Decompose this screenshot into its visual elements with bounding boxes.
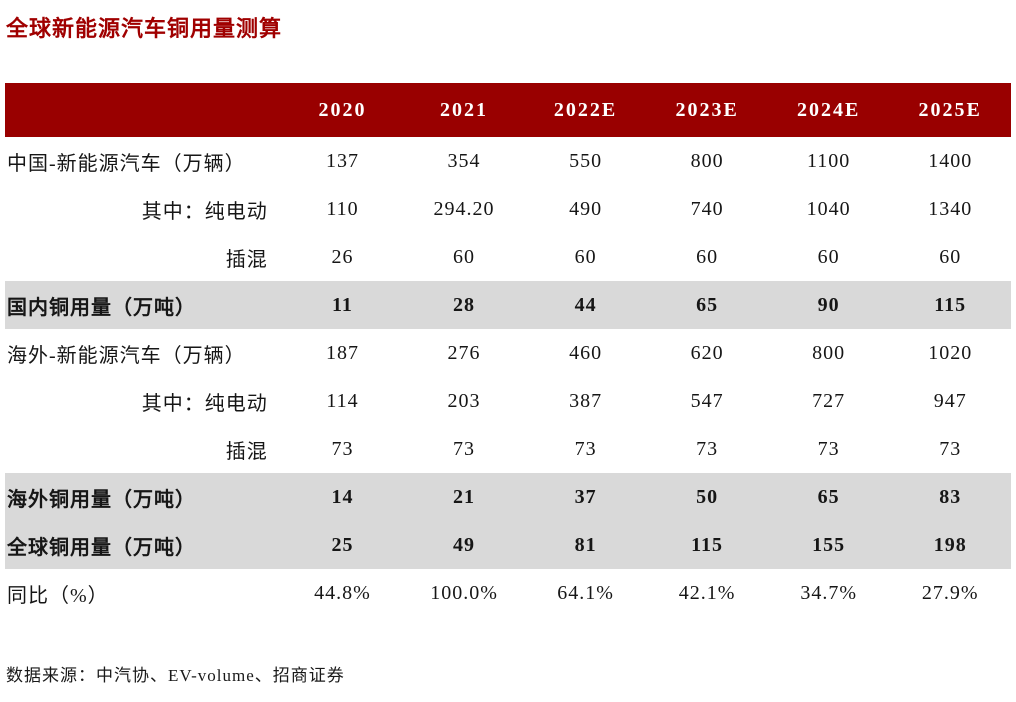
- value-cell: 44: [524, 281, 647, 330]
- table-header-row: 2020 2021 2022E 2023E 2024E 2025E: [5, 83, 1011, 138]
- value-cell: 800: [646, 137, 768, 186]
- table-row: 海外铜用量（万吨） 14 21 37 50 65 83: [5, 473, 1011, 522]
- value-cell: 60: [646, 233, 768, 282]
- value-cell: 14: [281, 473, 404, 522]
- value-cell: 73: [281, 425, 404, 474]
- header-year-cell: 2021: [403, 83, 525, 138]
- row-label: 插混: [5, 425, 282, 474]
- value-cell: 25: [281, 521, 404, 570]
- value-cell: 65: [646, 281, 768, 330]
- value-cell: 947: [889, 377, 1011, 426]
- value-cell: 198: [889, 521, 1011, 570]
- table-row: 其中：纯电动 114 203 387 547 727 947: [5, 377, 1011, 426]
- value-cell: 28: [403, 281, 525, 330]
- value-cell: 90: [767, 281, 890, 330]
- row-label: 海外-新能源汽车（万辆）: [5, 329, 282, 378]
- value-cell: 60: [524, 233, 647, 282]
- value-cell: 294.20: [403, 185, 525, 234]
- value-cell: 44.8%: [281, 569, 404, 618]
- value-cell: 490: [524, 185, 647, 234]
- value-cell: 137: [281, 137, 404, 186]
- report-page: 全球新能源汽车铜用量测算 2020 2021 2022E 2023E 2024E 2025…: [5, 16, 1011, 686]
- row-label: 全球铜用量（万吨）: [5, 521, 282, 570]
- table-header: 2020 2021 2022E 2023E 2024E 2025E: [5, 83, 1011, 138]
- value-cell: 1100: [767, 137, 890, 186]
- value-cell: 547: [646, 377, 768, 426]
- value-cell: 50: [646, 473, 768, 522]
- header-year-cell: 2023E: [646, 83, 768, 138]
- value-cell: 110: [281, 185, 404, 234]
- value-cell: 73: [767, 425, 890, 474]
- table-row: 同比（%） 44.8% 100.0% 64.1% 42.1% 34.7% 27.9%: [5, 569, 1011, 618]
- table-row: 中国-新能源汽车（万辆） 137 354 550 800 1100 1400: [5, 137, 1011, 186]
- value-cell: 1340: [889, 185, 1011, 234]
- page-title: 全球新能源汽车铜用量测算: [6, 16, 283, 41]
- table-row: 全球铜用量（万吨） 25 49 81 115 155 198: [5, 521, 1011, 570]
- value-cell: 73: [889, 425, 1011, 474]
- table-row: 海外-新能源汽车（万辆） 187 276 460 620 800 1020: [5, 329, 1011, 378]
- value-cell: 155: [767, 521, 890, 570]
- value-cell: 73: [524, 425, 647, 474]
- table-row: 插混 73 73 73 73 73 73: [5, 425, 1011, 474]
- value-cell: 60: [403, 233, 525, 282]
- row-label: 同比（%）: [5, 569, 282, 618]
- header-label-cell: [5, 83, 282, 138]
- value-cell: 34.7%: [767, 569, 890, 618]
- value-cell: 203: [403, 377, 525, 426]
- value-cell: 64.1%: [524, 569, 647, 618]
- value-cell: 387: [524, 377, 647, 426]
- value-cell: 60: [767, 233, 890, 282]
- row-label: 其中：纯电动: [5, 185, 282, 234]
- value-cell: 115: [889, 281, 1011, 330]
- value-cell: 83: [889, 473, 1011, 522]
- value-cell: 114: [281, 377, 404, 426]
- value-cell: 1020: [889, 329, 1011, 378]
- value-cell: 354: [403, 137, 525, 186]
- row-label: 国内铜用量（万吨）: [5, 281, 282, 330]
- value-cell: 100.0%: [403, 569, 525, 618]
- table-row: 插混 26 60 60 60 60 60: [5, 233, 1011, 282]
- row-label: 其中：纯电动: [5, 377, 282, 426]
- row-label: 海外铜用量（万吨）: [5, 473, 282, 522]
- value-cell: 27.9%: [889, 569, 1011, 618]
- table-row: 国内铜用量（万吨） 11 28 44 65 90 115: [5, 281, 1011, 330]
- value-cell: 550: [524, 137, 647, 186]
- value-cell: 81: [524, 521, 647, 570]
- row-label: 中国-新能源汽车（万辆）: [5, 137, 282, 186]
- value-cell: 65: [767, 473, 890, 522]
- header-year-cell: 2022E: [524, 83, 647, 138]
- value-cell: 460: [524, 329, 647, 378]
- value-cell: 49: [403, 521, 525, 570]
- value-cell: 727: [767, 377, 890, 426]
- header-year-cell: 2020: [281, 83, 404, 138]
- value-cell: 276: [403, 329, 525, 378]
- value-cell: 1400: [889, 137, 1011, 186]
- row-label: 插混: [5, 233, 282, 282]
- value-cell: 115: [646, 521, 768, 570]
- value-cell: 740: [646, 185, 768, 234]
- value-cell: 800: [767, 329, 890, 378]
- value-cell: 60: [889, 233, 1011, 282]
- header-year-cell: 2024E: [767, 83, 890, 138]
- value-cell: 73: [403, 425, 525, 474]
- data-source-note: 数据来源：中汽协、EV-volume、招商证券: [6, 666, 345, 686]
- value-cell: 37: [524, 473, 647, 522]
- copper-usage-table: 2020 2021 2022E 2023E 2024E 2025E 中国-新能源汽车（万辆…: [5, 83, 1011, 618]
- value-cell: 21: [403, 473, 525, 522]
- value-cell: 1040: [767, 185, 890, 234]
- value-cell: 73: [646, 425, 768, 474]
- table-row: 其中：纯电动 110 294.20 490 740 1040 1340: [5, 185, 1011, 234]
- value-cell: 26: [281, 233, 404, 282]
- value-cell: 11: [281, 281, 404, 330]
- value-cell: 187: [281, 329, 404, 378]
- value-cell: 42.1%: [646, 569, 768, 618]
- table-body: 中国-新能源汽车（万辆） 137 354 550 800 1100 1400 其中：纯电动 11…: [5, 137, 1011, 618]
- value-cell: 620: [646, 329, 768, 378]
- header-year-cell: 2025E: [889, 83, 1011, 138]
